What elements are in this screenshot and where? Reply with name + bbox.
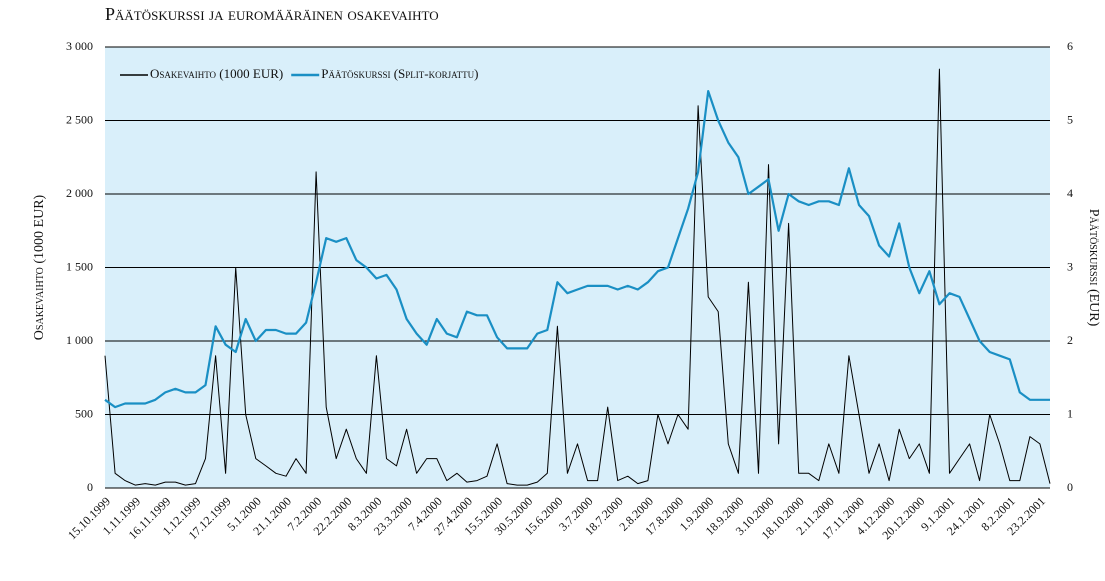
legend-label: Päätöskurssi (Split-korjattu)	[321, 66, 478, 81]
y-tick-label: 1 000	[66, 333, 93, 347]
y-axis-label: Osakevaihto (1000 EUR)	[32, 194, 47, 340]
series-line	[104, 68, 1051, 486]
y-tick-label: 500	[75, 406, 93, 420]
series-line	[104, 90, 1050, 409]
y2-tick-label: 6	[1067, 39, 1073, 53]
y-tick-label: 2 000	[66, 186, 93, 200]
y2-tick-label: 5	[1067, 112, 1073, 126]
y-tick-label: 3 000	[66, 39, 93, 53]
legend-label: Osakevaihto (1000 EUR)	[150, 66, 283, 81]
y2-axis-label: Päätöskurssi (EUR)	[1086, 209, 1101, 327]
y2-tick-label: 0	[1067, 480, 1073, 494]
y2-tick-label: 1	[1067, 406, 1073, 420]
chart-title: Päätöskurssi ja euromääräinen osakevaiht…	[105, 4, 439, 24]
y-tick-label: 2 500	[66, 112, 93, 126]
y-tick-label: 0	[87, 480, 93, 494]
y-tick-label: 1 500	[66, 259, 93, 273]
y2-tick-label: 3	[1067, 259, 1073, 273]
y2-tick-label: 2	[1067, 333, 1073, 347]
y2-tick-label: 4	[1067, 186, 1073, 200]
